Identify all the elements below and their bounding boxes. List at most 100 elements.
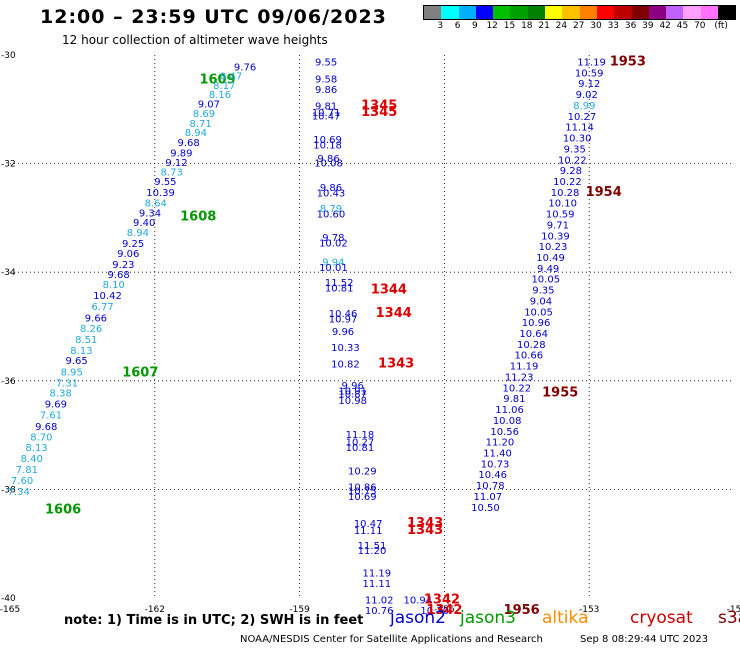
x-tick-label: -15 <box>727 605 740 615</box>
color-scale-tick: 70 <box>694 21 706 31</box>
wave-height-label: 9.76 <box>234 62 256 73</box>
wave-height-label: 10.69 <box>348 492 377 503</box>
wave-height-label: 10.10 <box>548 199 577 210</box>
wave-height-label: 10.87 <box>338 389 367 400</box>
wave-height-label: 10.94 <box>404 596 433 607</box>
wave-height-label: 9.86 <box>315 85 337 96</box>
wave-height-label: 9.12 <box>165 158 187 169</box>
wave-height-label: 11.19 <box>510 362 539 373</box>
wave-height-label: 10.66 <box>515 351 544 362</box>
wave-height-label: 11.52 <box>325 278 354 289</box>
wave-height-label: 7.34 <box>8 487 30 498</box>
wave-height-label: 10.23 <box>539 242 568 253</box>
color-swatch <box>562 6 580 19</box>
wave-height-label: 9.96 <box>342 381 364 392</box>
wave-height-label: 9.25 <box>122 239 144 250</box>
wave-height-label: 10.08 <box>493 416 522 427</box>
color-scale-tick: 45 <box>676 21 689 31</box>
wave-height-label: 9.86 <box>317 154 339 165</box>
wave-height-label: 9.07 <box>198 99 220 110</box>
wave-height-label: 6.77 <box>92 302 114 313</box>
wave-height-label: 8.71 <box>190 119 212 130</box>
pass-time-label: 1342 <box>424 593 460 608</box>
wave-height-label: 10.28 <box>551 188 580 199</box>
color-swatch <box>493 6 511 19</box>
wave-height-label: 8.13 <box>70 346 92 357</box>
wave-height-label: 9.49 <box>537 264 559 275</box>
color-scale-ticks: 3 6 9 12 15 18 21 24 27 30 33 36 39 42 45 70 (ft) <box>423 21 738 35</box>
wave-height-label: 10.71 <box>312 108 341 119</box>
wave-height-label: 10.81 <box>325 283 354 294</box>
pass-time-label: 1608 <box>180 209 216 224</box>
color-scale-tick: 18 <box>521 21 533 31</box>
wave-height-label: 8.38 <box>50 389 72 400</box>
pass-time-label: 1342 <box>426 603 462 618</box>
wave-height-label: 9.55 <box>315 58 337 69</box>
wave-height-label: 10.82 <box>331 359 360 370</box>
wave-height-label: 9.81 <box>315 101 337 112</box>
wave-height-label: 8.16 <box>209 90 231 101</box>
wave-height-label: 9.68 <box>107 270 129 281</box>
wave-height-label: 10.96 <box>522 318 551 329</box>
color-swatch <box>718 6 736 19</box>
wave-height-label: 9.81 <box>503 394 525 405</box>
x-tick-label: -165 <box>0 605 20 615</box>
footer-note: note: 1) Time is in UTC; 2) SWH is in fe… <box>64 613 364 628</box>
color-swatch <box>614 6 632 19</box>
page-subtitle: 12 hour collection of altimeter wave hei… <box>62 33 328 47</box>
wave-height-label: 10.30 <box>420 606 449 617</box>
wave-height-label: 10.81 <box>346 443 375 454</box>
color-scale-tick: 24 <box>555 21 568 31</box>
color-scale-tick: 15 <box>503 21 516 31</box>
wave-height-label: 10.18 <box>313 141 342 152</box>
color-scale-bar <box>423 5 737 20</box>
color-scale-tick: 12 <box>486 21 498 31</box>
x-tick-label: -153 <box>579 605 599 615</box>
wave-height-label: 9.04 <box>530 296 552 307</box>
color-swatch <box>458 6 476 19</box>
wave-height-label: 10.01 <box>319 263 348 274</box>
color-swatch <box>579 6 597 19</box>
wave-height-label: 10.91 <box>338 387 367 398</box>
y-tick-label: -30 <box>1 51 16 61</box>
wave-height-label: 10.59 <box>546 210 575 221</box>
wave-height-label: 10.39 <box>146 188 175 199</box>
wave-height-label: 11.19 <box>577 58 606 69</box>
wave-height-label: 9.86 <box>320 183 342 194</box>
color-swatch <box>527 6 546 19</box>
wave-height-label: 8.26 <box>80 324 102 335</box>
color-scale-tick: 3 <box>437 21 444 31</box>
wave-height-label: 11.51 <box>358 541 387 552</box>
wave-height-label: 8.69 <box>193 109 215 120</box>
wave-height-label: 8.51 <box>75 335 97 346</box>
wave-height-label: 9.02 <box>576 90 598 101</box>
wave-height-label: 8.10 <box>103 280 125 291</box>
wave-height-label: 11.06 <box>495 405 524 416</box>
color-scale-tick: 21 <box>538 21 550 31</box>
pass-time-label: 1343 <box>378 356 414 371</box>
color-swatch <box>424 6 442 19</box>
wave-height-label: 9.89 <box>170 149 192 160</box>
color-scale-tick: 27 <box>572 21 585 31</box>
y-tick-label: -34 <box>1 268 16 278</box>
wave-height-label: 9.66 <box>85 313 107 324</box>
color-scale-tick: 6 <box>454 21 461 31</box>
y-tick-label: -36 <box>1 377 16 387</box>
mission-label: s3a <box>718 608 740 628</box>
wave-height-label: 10.05 <box>524 307 553 318</box>
x-tick-label: -156 <box>434 605 455 615</box>
wave-height-label: 8.73 <box>161 168 183 179</box>
wave-height-label: 9.58 <box>315 74 337 85</box>
pass-time-label: 1343 <box>407 516 443 531</box>
wave-height-label: 10.46 <box>329 309 358 320</box>
wave-height-label: 10.42 <box>93 291 122 302</box>
color-swatch <box>700 6 719 19</box>
wave-height-label: 9.94 <box>322 257 344 268</box>
wave-height-label: 11.14 <box>565 123 594 134</box>
wave-height-label: 9.06 <box>117 249 139 260</box>
pass-time-label: 1606 <box>45 502 81 517</box>
wave-height-label: 10.47 <box>312 111 341 122</box>
wave-height-label: 11.40 <box>483 448 512 459</box>
wave-height-label: 11.07 <box>474 492 503 503</box>
wave-height-label: 7.60 <box>11 476 33 487</box>
